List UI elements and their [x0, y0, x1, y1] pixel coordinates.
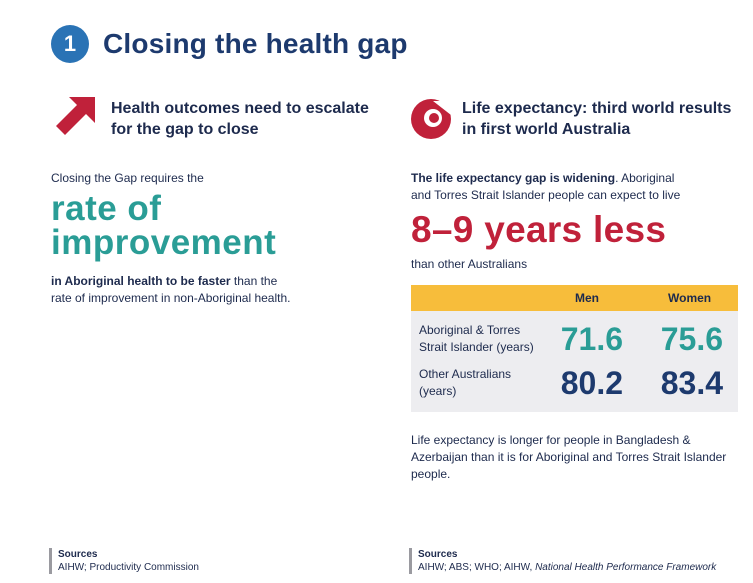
comparison-note: Life expectancy is longer for people in …: [411, 433, 727, 481]
left-intro: Closing the Gap requires the: [51, 171, 204, 185]
than-other-australians-text: than other Australians: [411, 257, 528, 271]
table-header: Men Women: [411, 285, 738, 311]
section-number-badge: 1: [51, 25, 89, 63]
row-label-other: Other Australians (years): [419, 367, 512, 398]
value-other-men: 80.2: [560, 365, 623, 401]
value-aboriginal-men: 71.6: [560, 321, 623, 357]
right-heading: Life expectancy: third world results in …: [462, 100, 732, 138]
value-other-women: 83.4: [660, 365, 723, 401]
left-heading: Health outcomes need to escalate for the…: [111, 100, 369, 138]
years-less-callout: 8–9 years less: [411, 209, 667, 250]
value-aboriginal-women: 75.6: [660, 321, 723, 357]
right-intro: The life expectancy gap is widening. Abo…: [411, 171, 681, 202]
page-title: Closing the health gap: [103, 28, 408, 59]
col-men: Men: [575, 291, 599, 305]
left-sources: Sources AIHW; Productivity Commission: [49, 548, 199, 574]
right-sources: Sources AIHW; ABS; WHO; AIHW, National H…: [409, 548, 716, 574]
rate-of-improvement-callout: rate of improvement: [51, 189, 277, 262]
left-body-text: in Aboriginal health to be faster than t…: [51, 274, 291, 305]
life-expectancy-table: Men Women Aboriginal & Torres Strait Isl…: [411, 285, 738, 412]
col-women: Women: [668, 291, 712, 305]
life-ring-icon: [411, 99, 451, 139]
row-label-aboriginal: Aboriginal & Torres Strait Islander (yea…: [419, 323, 534, 354]
up-right-arrow-icon: [56, 97, 95, 135]
